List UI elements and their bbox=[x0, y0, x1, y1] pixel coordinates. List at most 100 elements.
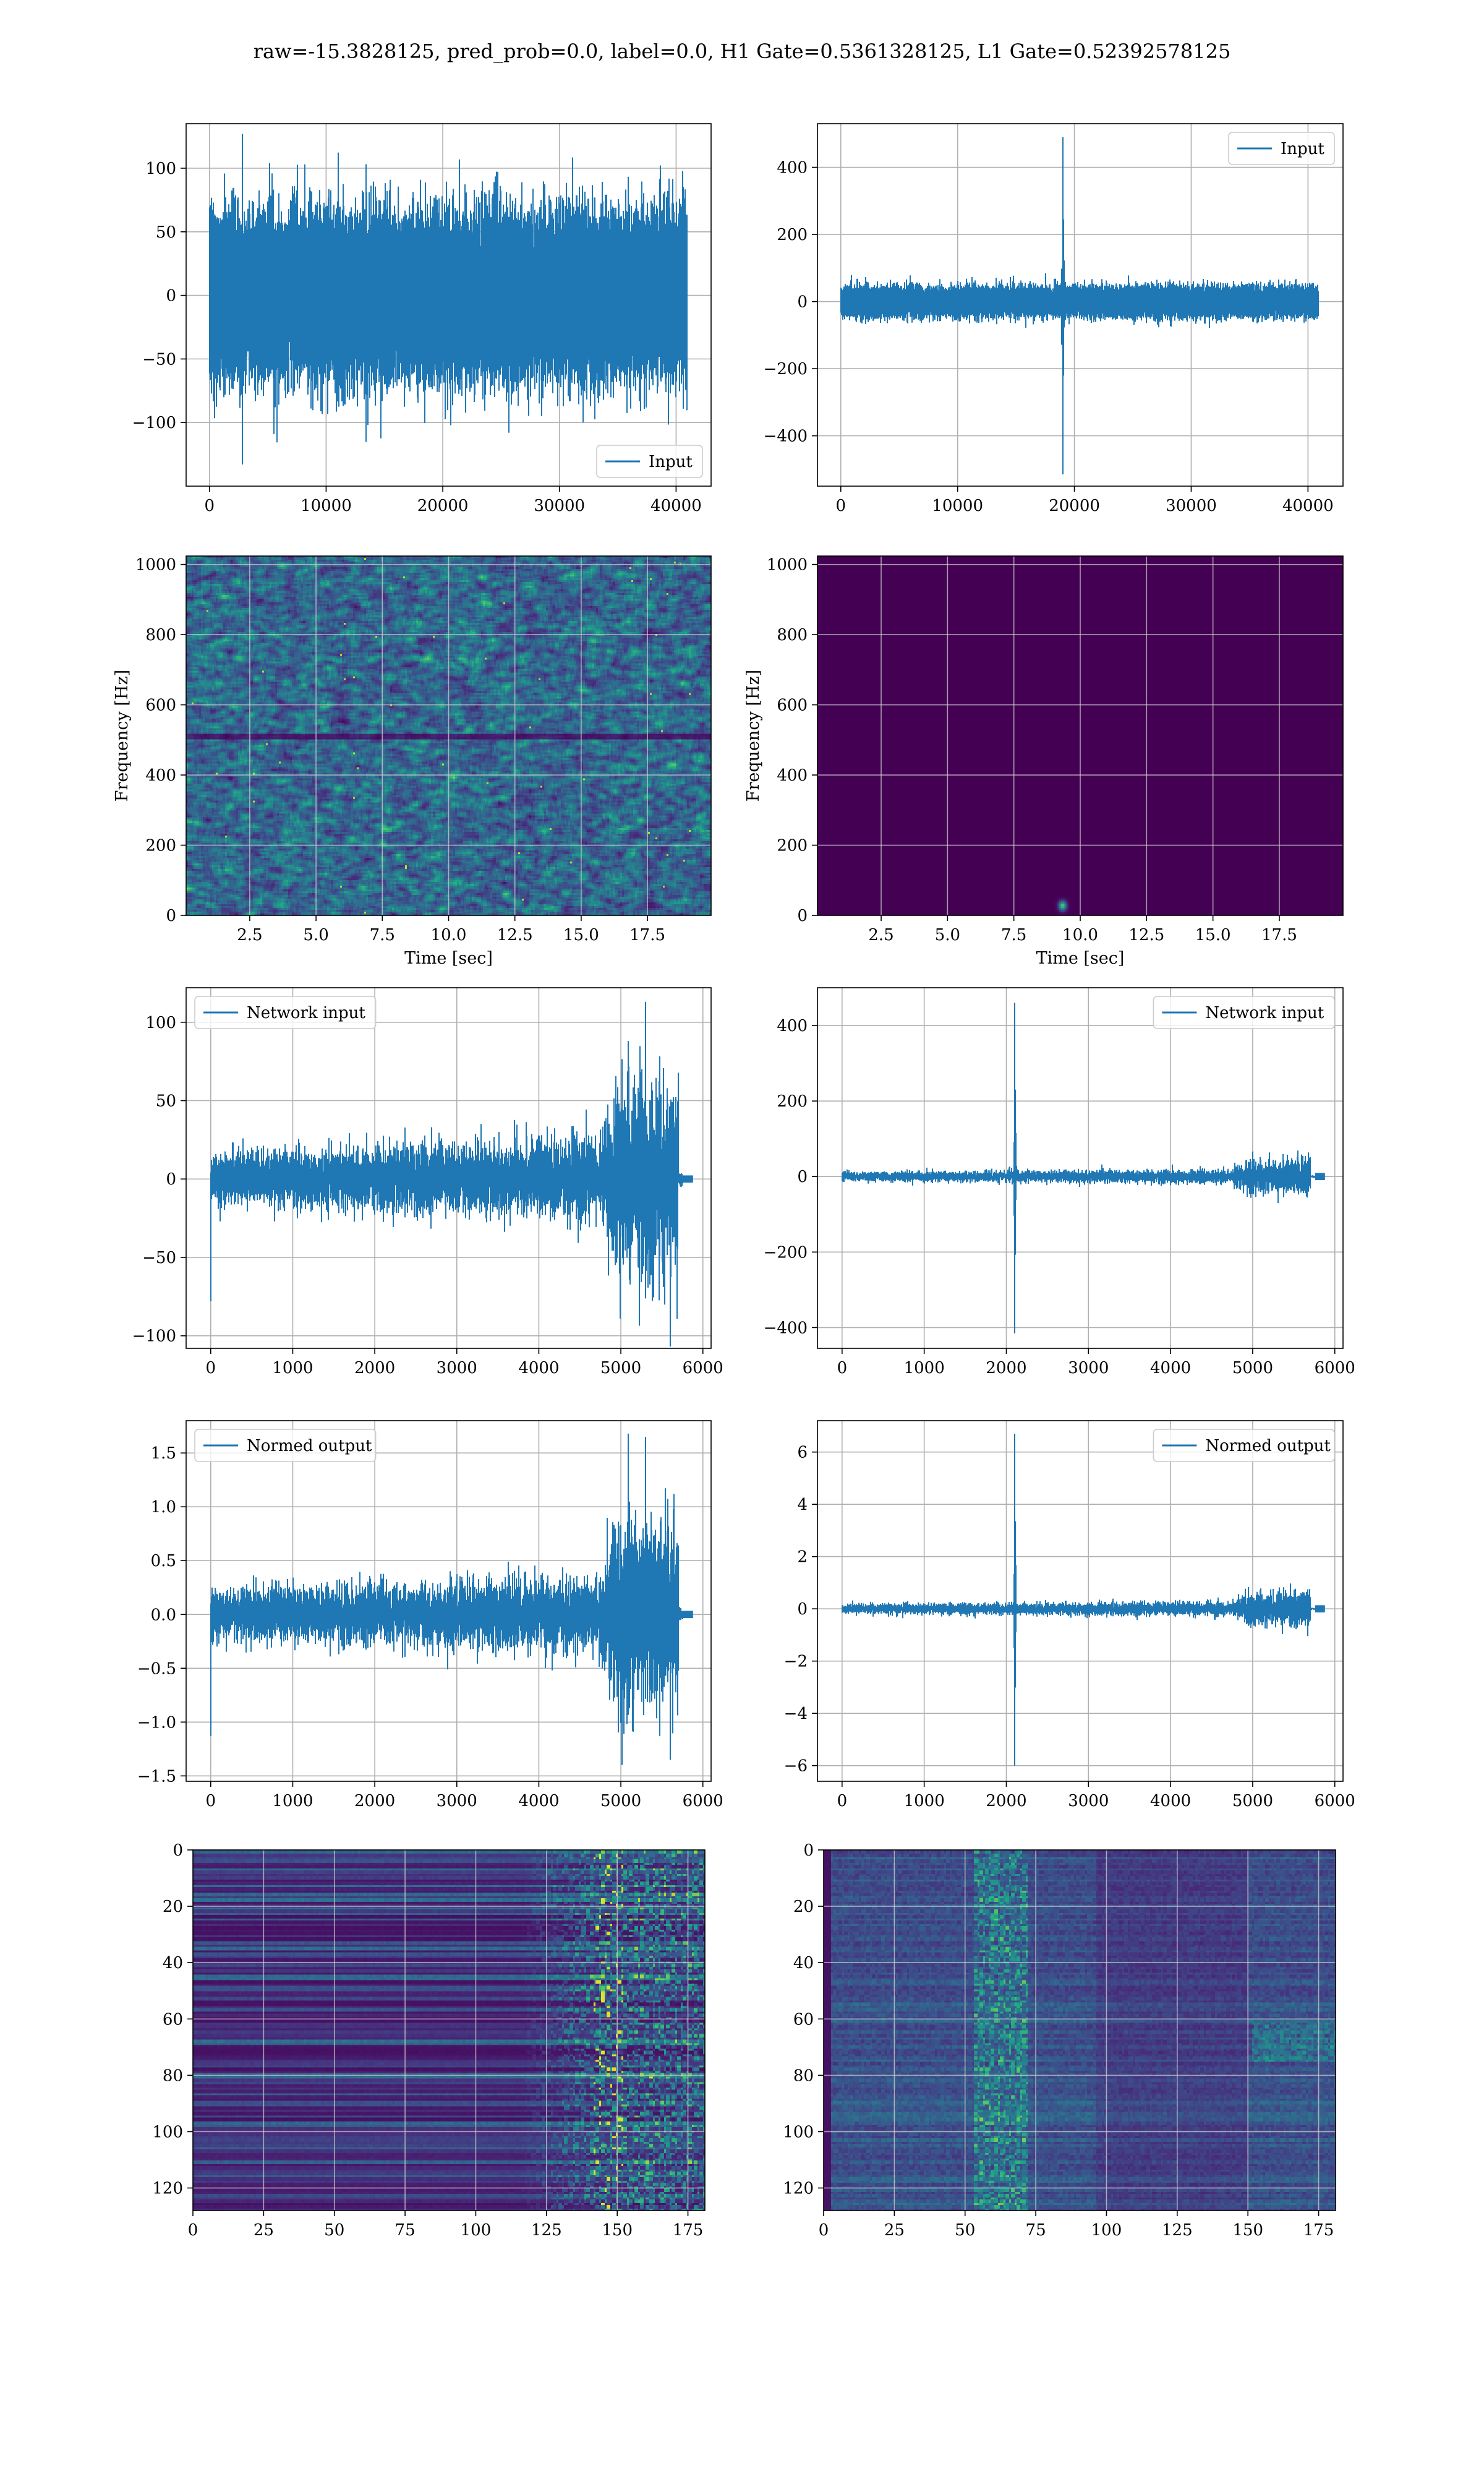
h1-network-input-legend-box bbox=[194, 996, 377, 1029]
l1-activations-axes: 0 25 50 75 100 125 150 175 0 20 40 60 80 100 120 bbox=[783, 1841, 1336, 2240]
l1-network-input-series-tail bbox=[1315, 1173, 1325, 1181]
h1-activations-xtick-label: 150 bbox=[602, 2221, 633, 2240]
h1-input-xtick-label: 40000 bbox=[650, 497, 702, 515]
h1-network-input-ytick-label: −50 bbox=[142, 1249, 176, 1267]
l1-network-input-ytick-label: 400 bbox=[777, 1017, 808, 1035]
h1-input-series-line bbox=[209, 134, 688, 464]
l1-spectrogram-xtick-label: 7.5 bbox=[1001, 926, 1026, 944]
h1-normed-output-series-tail bbox=[683, 1611, 693, 1619]
l1-input-xtick-label: 0 bbox=[836, 497, 846, 515]
l1-spectrogram-ytick-label: 1000 bbox=[767, 556, 808, 575]
l1-normed-output-ytick-label: 2 bbox=[797, 1548, 808, 1567]
l1-normed-output-xtick-label: 4000 bbox=[1150, 1792, 1191, 1810]
h1-input-frame bbox=[186, 123, 712, 487]
l1-network-input-xtick-label: 6000 bbox=[1315, 1359, 1355, 1377]
l1-input-xtick-label: 30000 bbox=[1166, 497, 1217, 515]
l1-network-input-xtick-label: 5000 bbox=[1232, 1359, 1273, 1377]
h1-activations-xtick-label: 125 bbox=[531, 2221, 562, 2240]
h1-spectrogram-xlabel: Time [sec] bbox=[404, 949, 493, 968]
h1-spectrogram-xtick-label: 5.0 bbox=[303, 926, 328, 944]
l1-input-legend: Input bbox=[1228, 132, 1335, 165]
l1-network-input-series-line bbox=[842, 1003, 1315, 1333]
l1-input-axes: 0 10000 20000 30000 40000 −400 −200 0 200 400 Inpu… bbox=[764, 123, 1344, 515]
h1-input-ytick-label: −100 bbox=[132, 414, 176, 432]
l1-activations-xtick-label: 25 bbox=[884, 2221, 905, 2240]
h1-network-input-frame bbox=[186, 987, 712, 1349]
h1-activations-ytick-label: 20 bbox=[163, 1898, 183, 1916]
l1-network-input-legend: Network input bbox=[1153, 996, 1335, 1029]
l1-normed-output-ytick-label: 0 bbox=[797, 1600, 808, 1619]
h1-normed-output-frame bbox=[186, 1420, 712, 1782]
l1-spectrogram-xtick-label: 5.0 bbox=[935, 926, 960, 944]
l1-input-legend-label: Input bbox=[1281, 140, 1324, 158]
l1-activations-ytick-label: 80 bbox=[793, 2066, 814, 2085]
h1-network-input-series-line bbox=[210, 1001, 683, 1347]
h1-spectrogram-xtick-label: 10.0 bbox=[431, 926, 467, 944]
h1-spectrogram-ytick-label: 1000 bbox=[135, 556, 176, 575]
l1-normed-output-frame bbox=[817, 1420, 1344, 1782]
h1-network-input-axes: 0 1000 2000 3000 4000 5000 6000 −100 −50 0 50 100 Ne… bbox=[132, 987, 723, 1377]
l1-normed-output-xtick-label: 6000 bbox=[1315, 1792, 1355, 1810]
h1-spectrogram-axes: 2.5 5.0 7.5 10.0 12.5 15.0 17.5 0 200 400 600 800 10… bbox=[113, 555, 712, 968]
l1-activations-xtick-label: 75 bbox=[1026, 2221, 1046, 2240]
h1-network-input-xtick-label: 2000 bbox=[354, 1359, 395, 1377]
l1-network-input-xtick-label: 0 bbox=[837, 1359, 848, 1377]
l1-input-ytick-label: 0 bbox=[797, 293, 808, 312]
l1-spectrogram-xtick-label: 2.5 bbox=[868, 926, 893, 944]
h1-input-xtick-label: 0 bbox=[204, 497, 215, 515]
h1-activations-xtick-label: 75 bbox=[395, 2221, 416, 2240]
h1-network-input-series-tail bbox=[683, 1175, 693, 1183]
h1-network-input-xtick-label: 1000 bbox=[272, 1359, 313, 1377]
l1-normed-output-ytick-label: −2 bbox=[784, 1653, 808, 1671]
figure-title: raw=-15.3828125, pred_prob=0.0, label=0.… bbox=[253, 40, 1231, 63]
h1-spectrogram-xtick-label: 17.5 bbox=[629, 926, 665, 944]
l1-network-input-xtick-label: 1000 bbox=[904, 1359, 945, 1377]
h1-activations-ytick-label: 0 bbox=[173, 1841, 183, 1860]
l1-input-xtick-label: 10000 bbox=[932, 497, 983, 515]
h1-normed-output-xtick-label: 3000 bbox=[437, 1792, 477, 1810]
h1-input-ytick-label: −50 bbox=[142, 350, 176, 369]
l1-network-input-xtick-label: 2000 bbox=[986, 1359, 1026, 1377]
l1-normed-output-axes: 0 1000 2000 3000 4000 5000 6000 −6 −4 −2 0 2 4 6 Norme… bbox=[784, 1420, 1355, 1810]
l1-normed-output-ytick-label: 4 bbox=[797, 1496, 808, 1514]
h1-normed-output-legend-box bbox=[194, 1429, 377, 1462]
h1-spectrogram-ytick-label: 400 bbox=[145, 766, 176, 785]
h1-normed-output-xtick-label: 4000 bbox=[518, 1792, 559, 1810]
l1-spectrogram-ytick-label: 200 bbox=[777, 837, 808, 855]
l1-network-input-axes: 0 1000 2000 3000 4000 5000 6000 −400 −200 0 200 400… bbox=[764, 987, 1355, 1377]
h1-normed-output-ytick-label: 0.0 bbox=[151, 1606, 176, 1624]
l1-normed-output-legend: Normed output bbox=[1153, 1429, 1335, 1462]
l1-input-frame bbox=[817, 123, 1344, 487]
h1-activations-xtick-label: 0 bbox=[188, 2221, 198, 2240]
h1-network-input-xtick-label: 4000 bbox=[518, 1359, 559, 1377]
h1-activations-heatmap-image bbox=[193, 1850, 705, 2211]
l1-spectrogram-xlabel: Time [sec] bbox=[1036, 949, 1125, 968]
l1-normed-output-ytick-label: 6 bbox=[797, 1444, 808, 1462]
h1-normed-output-legend-label: Normed output bbox=[247, 1437, 372, 1455]
h1-spectrogram-xtick-label: 7.5 bbox=[370, 926, 395, 944]
l1-spectrogram-xtick-label: 12.5 bbox=[1128, 926, 1164, 944]
h1-spectrogram-ylabel: Frequency [Hz] bbox=[113, 670, 132, 802]
h1-network-input-xtick-label: 0 bbox=[206, 1359, 216, 1377]
h1-activations-ytick-label: 40 bbox=[163, 1954, 183, 1972]
l1-normed-output-xtick-label: 2000 bbox=[986, 1792, 1026, 1810]
h1-input-legend-label: Input bbox=[649, 453, 693, 471]
h1-activations-frame bbox=[192, 1849, 706, 2211]
h1-activations-ytick-label: 100 bbox=[152, 2123, 183, 2141]
h1-normed-output-xtick-label: 5000 bbox=[600, 1792, 641, 1810]
l1-activations-xtick-label: 125 bbox=[1162, 2221, 1193, 2240]
h1-input-legend: Input bbox=[596, 445, 703, 478]
h1-normed-output-xtick-label: 2000 bbox=[354, 1792, 395, 1810]
h1-input-legend-box bbox=[596, 445, 703, 478]
h1-activations-xtick-label: 25 bbox=[254, 2221, 274, 2240]
l1-spectrogram-ytick-label: 0 bbox=[797, 907, 808, 925]
h1-input-ytick-label: 50 bbox=[156, 223, 176, 242]
l1-network-input-ytick-label: 0 bbox=[797, 1168, 808, 1186]
h1-input-xtick-label: 10000 bbox=[301, 497, 352, 515]
h1-network-input-ytick-label: −100 bbox=[132, 1327, 176, 1346]
l1-activations-ytick-label: 60 bbox=[793, 2010, 814, 2029]
h1-spectrogram-ytick-label: 0 bbox=[166, 907, 176, 925]
h1-input-ytick-label: 100 bbox=[145, 160, 176, 178]
l1-spectrogram-ytick-label: 400 bbox=[777, 766, 808, 785]
l1-activations-xtick-label: 0 bbox=[819, 2221, 829, 2240]
